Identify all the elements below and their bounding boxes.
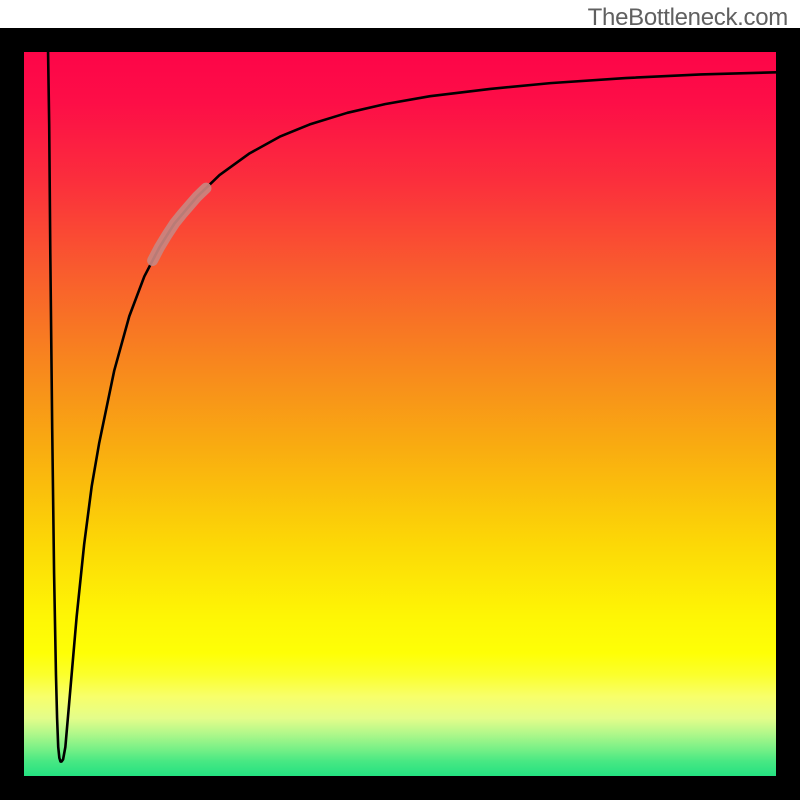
chart-container: TheBottleneck.com bbox=[0, 0, 800, 800]
plot-background bbox=[24, 52, 776, 776]
watermark-text: TheBottleneck.com bbox=[588, 4, 788, 32]
plot-area bbox=[0, 28, 800, 800]
plot-svg bbox=[0, 28, 800, 800]
